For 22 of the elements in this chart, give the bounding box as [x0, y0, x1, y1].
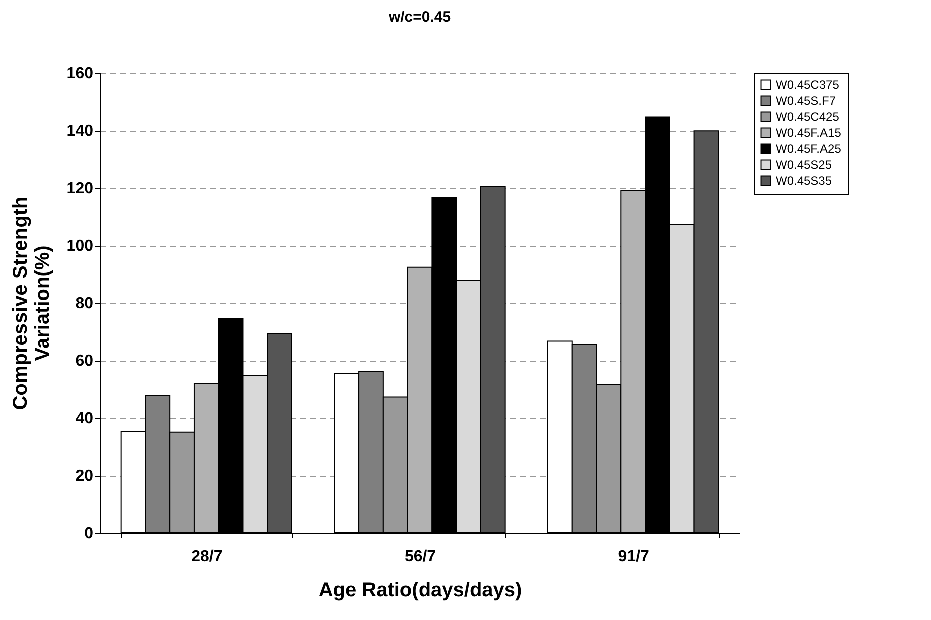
y-tick-label: 100: [66, 238, 94, 255]
y-tick-label: 140: [66, 123, 94, 140]
y-tick-label: 0: [84, 526, 94, 542]
x-tick-label: 28/7: [192, 548, 223, 566]
y-tick-label: 20: [76, 468, 94, 485]
legend-label: W0.45F.A15: [776, 126, 842, 140]
legend-label: W0.45C425: [776, 110, 840, 124]
y-tick-label: 40: [76, 410, 94, 428]
legend-label: W0.45S25: [776, 158, 832, 172]
y-tick-label: 60: [76, 353, 94, 370]
legend-label: W0.45S.F7: [776, 94, 836, 108]
x-axis-title: Age Ratio(days/days): [318, 580, 522, 602]
y-tick-label: 80: [76, 296, 94, 312]
y-tick-label: 120: [66, 180, 94, 198]
x-tick-label: 91/7: [618, 548, 650, 566]
legend-label: W0.45F.A25: [776, 142, 842, 156]
legend-label: W0.45S35: [776, 174, 832, 188]
y-axis-title: Compressive Strength Variation(%): [10, 196, 54, 410]
y-tick-label: 160: [66, 66, 94, 82]
chart-title: w/c=0.45: [388, 9, 452, 26]
legend-label: W0.45C375: [776, 78, 840, 92]
x-tick-label: 56/7: [404, 548, 436, 566]
